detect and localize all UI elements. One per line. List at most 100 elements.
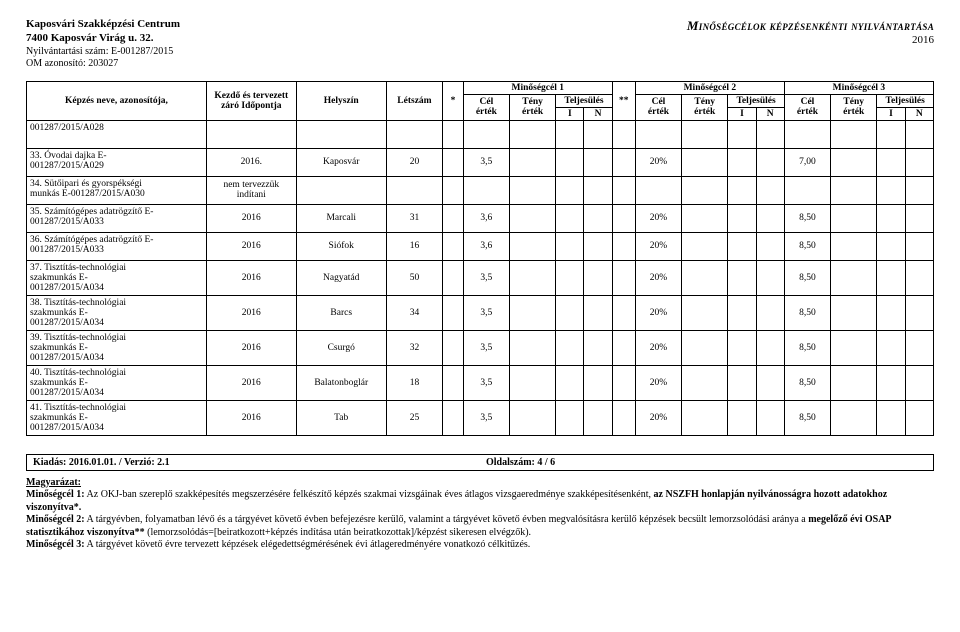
cell bbox=[877, 204, 905, 232]
cell bbox=[831, 120, 877, 148]
m3-label: Minőségcél 3: bbox=[26, 539, 85, 550]
cell bbox=[556, 120, 584, 148]
th-i3: I bbox=[877, 107, 905, 120]
org-block: Kaposvári Szakképzési Centrum 7400 Kapos… bbox=[26, 18, 180, 71]
cell bbox=[728, 232, 756, 260]
cell: 8,50 bbox=[784, 365, 830, 400]
cell bbox=[509, 365, 555, 400]
cell bbox=[905, 260, 933, 295]
cell: 34 bbox=[386, 295, 443, 330]
cell bbox=[831, 330, 877, 365]
cell: 2016 bbox=[206, 232, 296, 260]
cell: 2016 bbox=[206, 204, 296, 232]
cell bbox=[877, 148, 905, 176]
cell bbox=[509, 148, 555, 176]
m2-label: Minőségcél 2: bbox=[26, 514, 85, 525]
table-row: 33. Óvodai dajka E-001287/2015/A0292016.… bbox=[27, 148, 934, 176]
cell: 16 bbox=[386, 232, 443, 260]
th-telj2: Teljesülés bbox=[728, 94, 785, 107]
cell: 50 bbox=[386, 260, 443, 295]
cell bbox=[905, 120, 933, 148]
cell bbox=[877, 330, 905, 365]
cell bbox=[509, 400, 555, 435]
cell: 3,5 bbox=[463, 365, 509, 400]
cell bbox=[682, 120, 728, 148]
cell bbox=[612, 365, 635, 400]
cell bbox=[556, 204, 584, 232]
oldal-text: Oldalszám: 4 / 6 bbox=[480, 455, 933, 470]
cell bbox=[728, 204, 756, 232]
cell-name: 33. Óvodai dajka E-001287/2015/A029 bbox=[27, 148, 207, 176]
cell: Kaposvár bbox=[296, 148, 386, 176]
m2-text1: A tárgyévben, folyamatban lévő és a tárg… bbox=[85, 514, 809, 525]
cell: 20% bbox=[635, 260, 681, 295]
m1-text: Az OKJ-ban szereplő szakképesítés megsze… bbox=[85, 489, 654, 500]
cell bbox=[831, 295, 877, 330]
table-row: 39. Tisztítás-technológiaiszakmunkás E-0… bbox=[27, 330, 934, 365]
cell: 8,50 bbox=[784, 204, 830, 232]
cell bbox=[831, 260, 877, 295]
cell: 20% bbox=[635, 330, 681, 365]
cell: Nagyatád bbox=[296, 260, 386, 295]
cell bbox=[728, 365, 756, 400]
magy-title: Magyarázat: bbox=[26, 477, 81, 488]
cell bbox=[584, 295, 612, 330]
cell bbox=[831, 176, 877, 204]
cell: 32 bbox=[386, 330, 443, 365]
cell: Marcali bbox=[296, 204, 386, 232]
cell bbox=[682, 260, 728, 295]
th-teny1: Tényérték bbox=[509, 94, 555, 120]
th-telj3: Teljesülés bbox=[877, 94, 934, 107]
kiadas-text: Kiadás: 2016.01.01. / Verzió: 2.1 bbox=[27, 455, 480, 470]
cell: Tab bbox=[296, 400, 386, 435]
cell bbox=[612, 120, 635, 148]
table-body: 001287/2015/A028 33. Óvodai dajka E-0012… bbox=[27, 120, 934, 435]
cell bbox=[584, 260, 612, 295]
cell bbox=[443, 176, 464, 204]
cell bbox=[509, 295, 555, 330]
cell bbox=[556, 260, 584, 295]
cell: 2016 bbox=[206, 330, 296, 365]
cell: 18 bbox=[386, 365, 443, 400]
cell bbox=[443, 295, 464, 330]
cell-name: 40. Tisztítás-technológiaiszakmunkás E-0… bbox=[27, 365, 207, 400]
cell bbox=[756, 400, 784, 435]
cell bbox=[443, 260, 464, 295]
cell bbox=[877, 400, 905, 435]
cell bbox=[682, 176, 728, 204]
cell bbox=[443, 365, 464, 400]
cell: 20% bbox=[635, 295, 681, 330]
cell bbox=[784, 176, 830, 204]
th-teny3: Tényérték bbox=[831, 94, 877, 120]
cell bbox=[831, 232, 877, 260]
cell bbox=[584, 330, 612, 365]
cell bbox=[463, 176, 509, 204]
cell bbox=[682, 400, 728, 435]
cell: 8,50 bbox=[784, 232, 830, 260]
cell bbox=[463, 120, 509, 148]
cell: 7,00 bbox=[784, 148, 830, 176]
cell bbox=[386, 176, 443, 204]
cell bbox=[728, 176, 756, 204]
cell bbox=[296, 120, 386, 148]
cell bbox=[612, 400, 635, 435]
th-teny2: Tényérték bbox=[682, 94, 728, 120]
cell bbox=[612, 204, 635, 232]
cell bbox=[635, 120, 681, 148]
cell: Barcs bbox=[296, 295, 386, 330]
cell bbox=[556, 365, 584, 400]
cell bbox=[206, 120, 296, 148]
cell bbox=[905, 295, 933, 330]
cell bbox=[756, 365, 784, 400]
cell: 20% bbox=[635, 232, 681, 260]
cell bbox=[509, 204, 555, 232]
cell: 20% bbox=[635, 365, 681, 400]
cell bbox=[905, 400, 933, 435]
cell bbox=[756, 232, 784, 260]
cell: 20% bbox=[635, 148, 681, 176]
cell bbox=[682, 330, 728, 365]
table-row: 37. Tisztítás-technológiaiszakmunkás E-0… bbox=[27, 260, 934, 295]
cell-name: 38. Tisztítás-technológiaiszakmunkás E-0… bbox=[27, 295, 207, 330]
cell-name: 001287/2015/A028 bbox=[27, 120, 207, 148]
cell bbox=[556, 295, 584, 330]
